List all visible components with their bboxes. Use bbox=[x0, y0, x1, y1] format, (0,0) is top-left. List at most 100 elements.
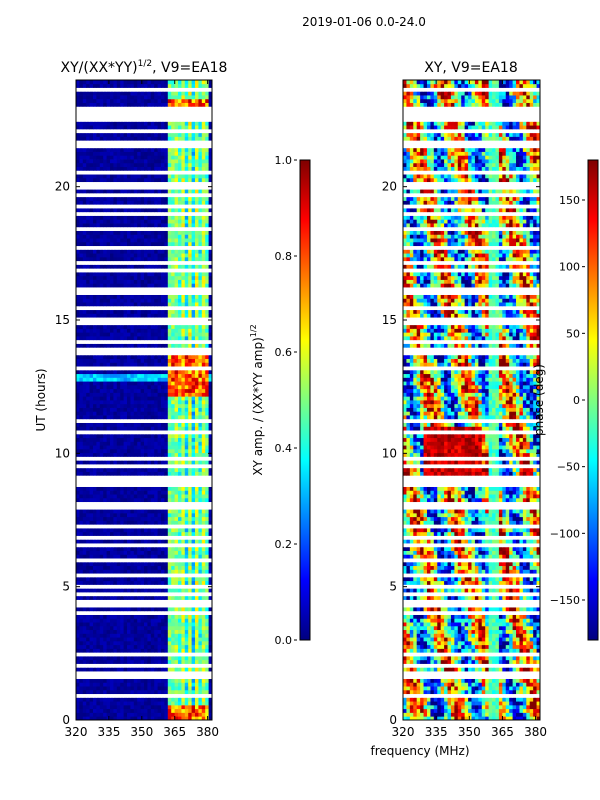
heatmap-cell bbox=[116, 558, 121, 563]
heatmap-cell bbox=[120, 441, 124, 446]
heatmap-cell bbox=[113, 452, 118, 457]
heatmap-cell bbox=[110, 528, 114, 533]
heatmap-cell bbox=[106, 445, 111, 450]
heatmap-cell bbox=[99, 336, 104, 341]
heatmap-cell bbox=[167, 275, 172, 280]
heatmap-cell bbox=[79, 603, 84, 608]
heatmap-cell bbox=[130, 640, 135, 646]
heatmap-cell bbox=[140, 426, 145, 431]
heatmap-cell bbox=[195, 471, 199, 476]
heatmap-cell bbox=[167, 595, 172, 600]
heatmap-cell bbox=[89, 693, 94, 698]
heatmap-cell bbox=[89, 362, 94, 367]
heatmap-cell bbox=[113, 501, 118, 506]
heatmap-cell bbox=[195, 686, 199, 691]
heatmap-cell bbox=[110, 595, 114, 600]
heatmap-cell bbox=[140, 283, 145, 288]
heatmap-cell bbox=[103, 546, 107, 551]
heatmap-cell bbox=[99, 339, 104, 344]
heatmap-cell bbox=[205, 400, 209, 405]
heatmap-cell bbox=[127, 712, 131, 717]
heatmap-cell bbox=[205, 339, 209, 344]
heatmap-cell bbox=[93, 509, 97, 514]
heatmap-cell bbox=[144, 418, 148, 423]
heatmap-cell bbox=[208, 479, 212, 484]
heatmap-cell bbox=[133, 396, 138, 401]
heatmap-cell bbox=[96, 268, 101, 273]
heatmap-cell bbox=[171, 625, 175, 631]
heatmap-cell bbox=[164, 561, 169, 567]
heatmap-cell bbox=[96, 388, 101, 393]
heatmap-cell bbox=[208, 343, 212, 348]
heatmap-cell bbox=[195, 369, 199, 375]
heatmap-cell bbox=[164, 418, 169, 423]
heatmap-cell bbox=[178, 313, 182, 318]
heatmap-cell bbox=[178, 595, 182, 600]
heatmap-cell bbox=[208, 486, 212, 491]
heatmap-cell bbox=[113, 460, 118, 465]
heatmap-cell bbox=[181, 558, 186, 563]
heatmap-cell bbox=[161, 625, 165, 631]
heatmap-cell bbox=[99, 354, 104, 359]
heatmap-cell bbox=[96, 351, 101, 356]
heatmap-cell bbox=[99, 456, 104, 461]
heatmap-cell bbox=[82, 317, 87, 322]
heatmap-cell bbox=[147, 644, 152, 649]
heatmap-cell bbox=[164, 354, 169, 359]
heatmap-cell bbox=[161, 441, 165, 446]
heatmap-cell bbox=[133, 689, 138, 695]
heatmap-cell bbox=[171, 381, 175, 386]
heatmap-cell bbox=[110, 456, 114, 461]
heatmap-cell bbox=[167, 373, 172, 378]
heatmap-cell bbox=[147, 490, 152, 495]
heatmap-cell bbox=[76, 260, 80, 265]
heatmap-cell bbox=[103, 256, 107, 262]
heatmap-cell bbox=[150, 256, 155, 262]
heatmap-cell bbox=[99, 460, 104, 465]
heatmap-cell bbox=[208, 339, 212, 344]
heatmap-cell bbox=[150, 358, 155, 363]
heatmap-cell bbox=[184, 467, 189, 472]
heatmap-cell bbox=[93, 648, 97, 653]
heatmap-cell bbox=[116, 614, 121, 619]
heatmap-cell bbox=[147, 701, 152, 706]
heatmap-cell bbox=[82, 362, 87, 367]
heatmap-cell bbox=[147, 622, 152, 627]
heatmap-cell bbox=[171, 486, 175, 491]
heatmap-cell bbox=[144, 486, 148, 491]
heatmap-cell bbox=[76, 667, 80, 672]
heatmap-cell bbox=[127, 693, 131, 698]
heatmap-cell bbox=[137, 704, 141, 710]
heatmap-cell bbox=[76, 704, 80, 710]
heatmap-cell bbox=[140, 328, 145, 333]
heatmap-cell bbox=[99, 497, 104, 503]
heatmap-cell bbox=[154, 400, 158, 405]
heatmap-cell bbox=[127, 678, 131, 683]
heatmap-cell bbox=[140, 351, 145, 356]
heatmap-cell bbox=[178, 287, 182, 292]
heatmap-cell bbox=[157, 320, 162, 326]
heatmap-cell bbox=[195, 644, 199, 649]
heatmap-cell bbox=[79, 704, 84, 710]
heatmap-cell bbox=[147, 422, 152, 427]
heatmap-cell bbox=[137, 362, 141, 367]
heatmap-cell bbox=[201, 497, 206, 503]
heatmap-cell bbox=[133, 407, 138, 412]
heatmap-cell bbox=[188, 656, 192, 661]
heatmap-cell bbox=[198, 313, 203, 318]
heatmap-cell bbox=[191, 543, 196, 548]
heatmap-cell bbox=[150, 294, 155, 299]
heatmap-cell bbox=[188, 381, 192, 386]
heatmap-cell bbox=[113, 433, 118, 439]
heatmap-cell bbox=[184, 573, 189, 578]
heatmap-cell bbox=[79, 328, 84, 333]
heatmap-cell bbox=[161, 294, 165, 299]
heatmap-cell bbox=[198, 305, 203, 311]
heatmap-cell bbox=[195, 415, 199, 420]
heatmap-cell bbox=[147, 298, 152, 303]
heatmap-cell bbox=[82, 558, 87, 563]
heatmap-cell bbox=[123, 373, 128, 378]
heatmap-cell bbox=[106, 411, 111, 416]
heatmap-cell bbox=[79, 652, 84, 657]
heatmap-cell bbox=[130, 339, 135, 344]
